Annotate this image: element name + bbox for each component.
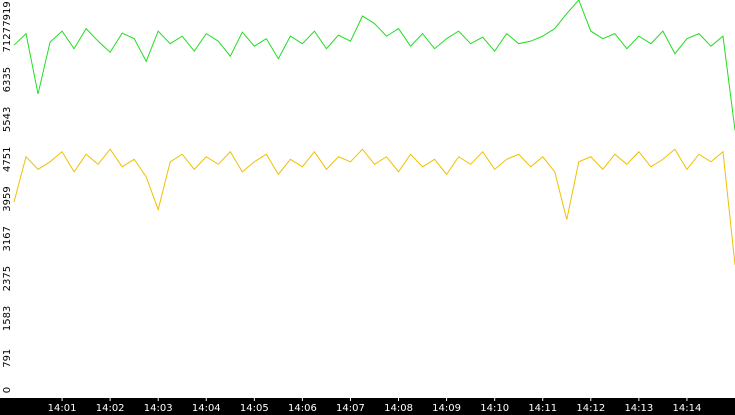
y-tick-label: 0 <box>2 387 13 393</box>
y-tick-label: 2375 <box>2 266 13 291</box>
x-tick-label: 14:11 <box>528 403 557 414</box>
y-tick-label: 7127 <box>2 27 13 52</box>
x-tick-label: 14:13 <box>624 403 653 414</box>
y-tick-label: 6335 <box>2 67 13 92</box>
y-tick-label: 7919 <box>2 1 13 26</box>
x-tick-label: 14:02 <box>96 403 125 414</box>
x-tick-label: 14:01 <box>48 403 77 414</box>
x-tick-label: 14:08 <box>384 403 413 414</box>
x-tick-label: 14:03 <box>144 403 173 414</box>
x-tick-label: 14:09 <box>432 403 461 414</box>
x-tick-label: 14:05 <box>240 403 269 414</box>
y-tick-label: 3167 <box>2 226 13 251</box>
series-line <box>13 0 735 131</box>
x-tick-label: 14:10 <box>480 403 509 414</box>
x-tick-label: 14:04 <box>192 403 221 414</box>
y-tick-label: 4751 <box>2 146 13 171</box>
x-tick-label: 14:12 <box>576 403 605 414</box>
x-tick-label: 14:14 <box>673 403 702 414</box>
x-tick-label: 14:06 <box>288 403 317 414</box>
y-tick-label: 5543 <box>2 107 13 132</box>
x-axis-bar <box>0 398 735 415</box>
series-line <box>13 148 735 265</box>
y-tick-label: 3959 <box>2 186 13 211</box>
y-tick-label: 1583 <box>2 306 13 331</box>
y-tick-label: 791 <box>2 349 13 368</box>
x-tick-label: 14:07 <box>336 403 365 414</box>
